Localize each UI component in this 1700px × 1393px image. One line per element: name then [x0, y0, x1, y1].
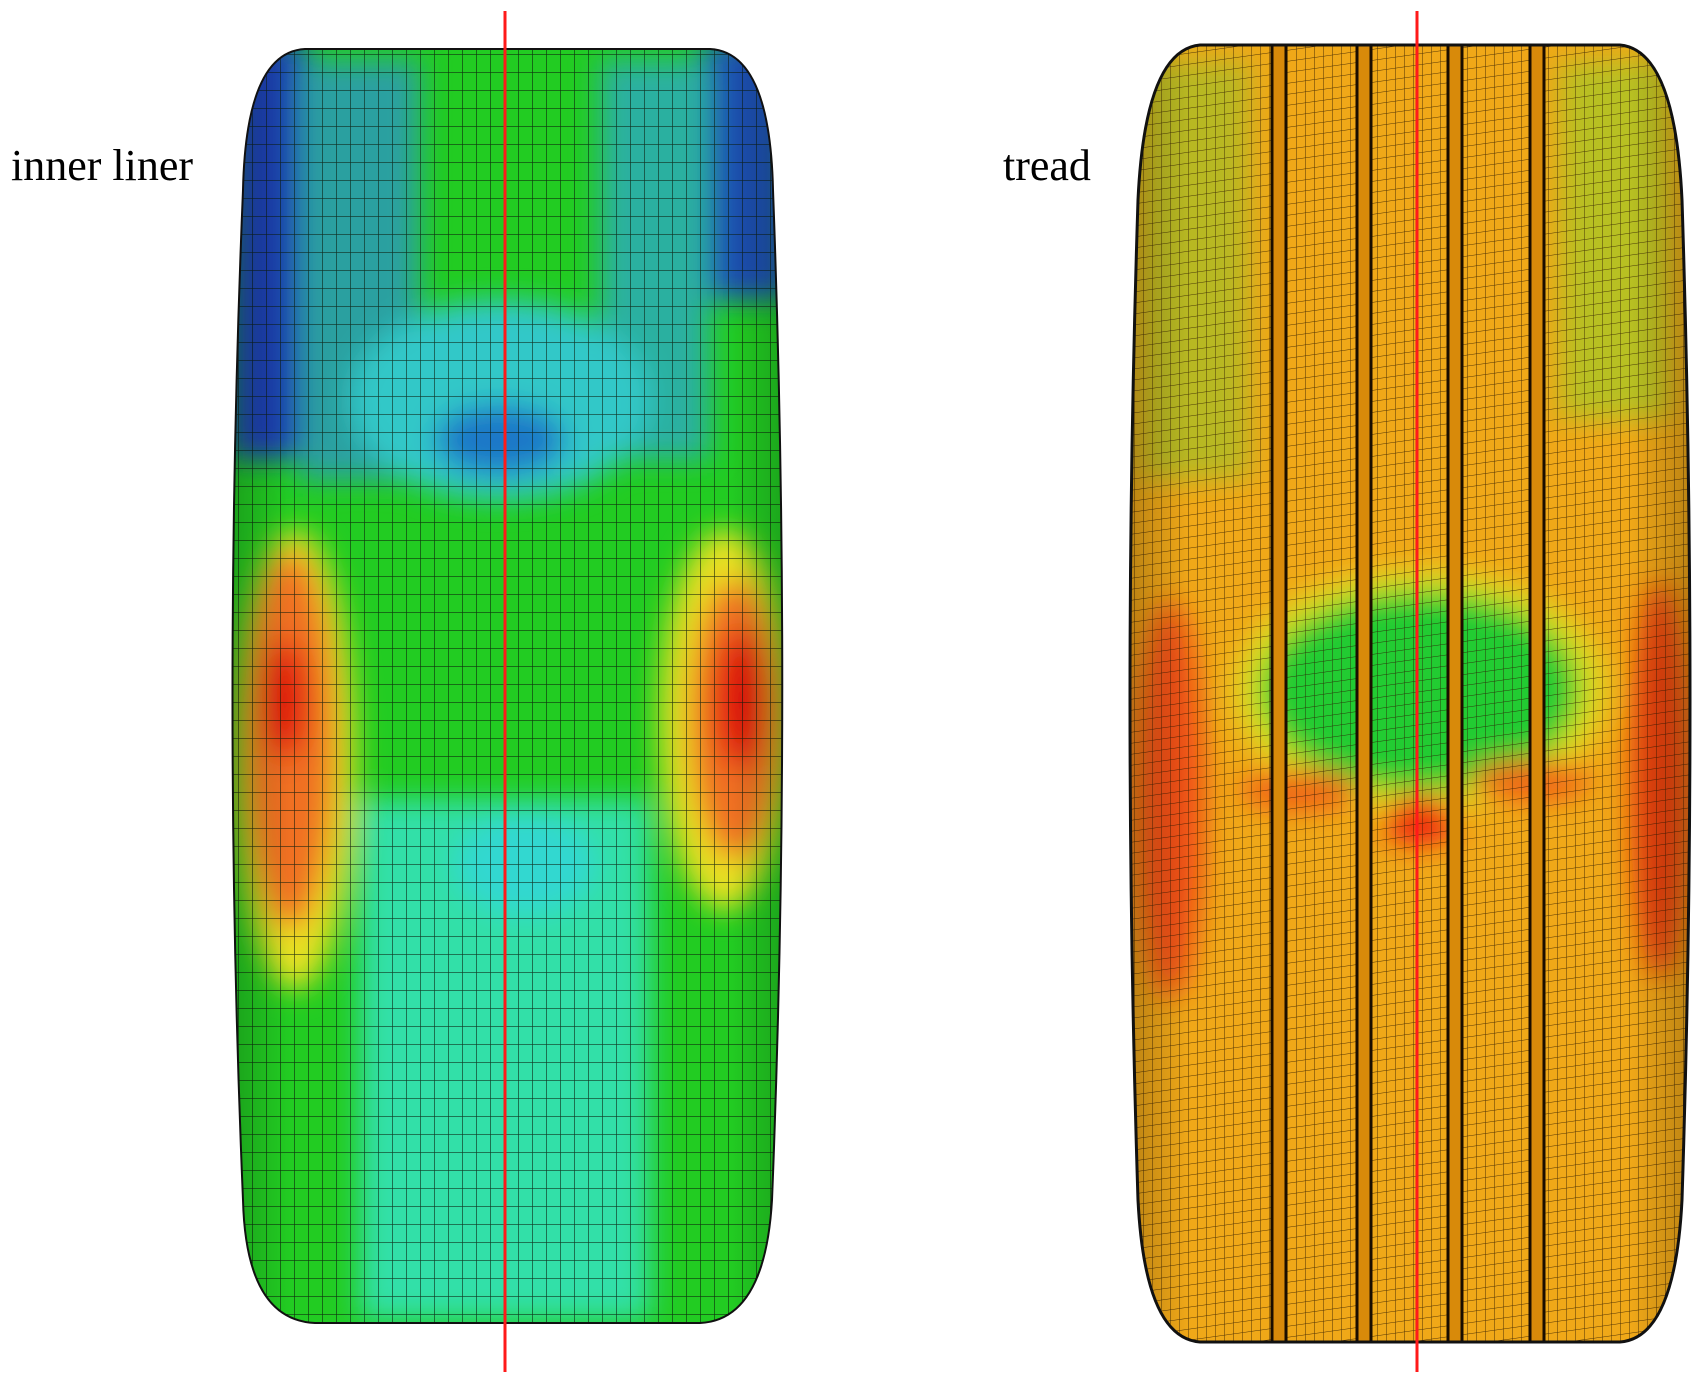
inner-liner-contour [232, 49, 783, 1323]
panel-label: tread [1003, 141, 1091, 190]
tire-outline [231, 48, 784, 1324]
panel-label: inner liner [11, 141, 193, 190]
tread-contour [1130, 45, 1690, 1342]
tire-outline [1128, 43, 1692, 1344]
